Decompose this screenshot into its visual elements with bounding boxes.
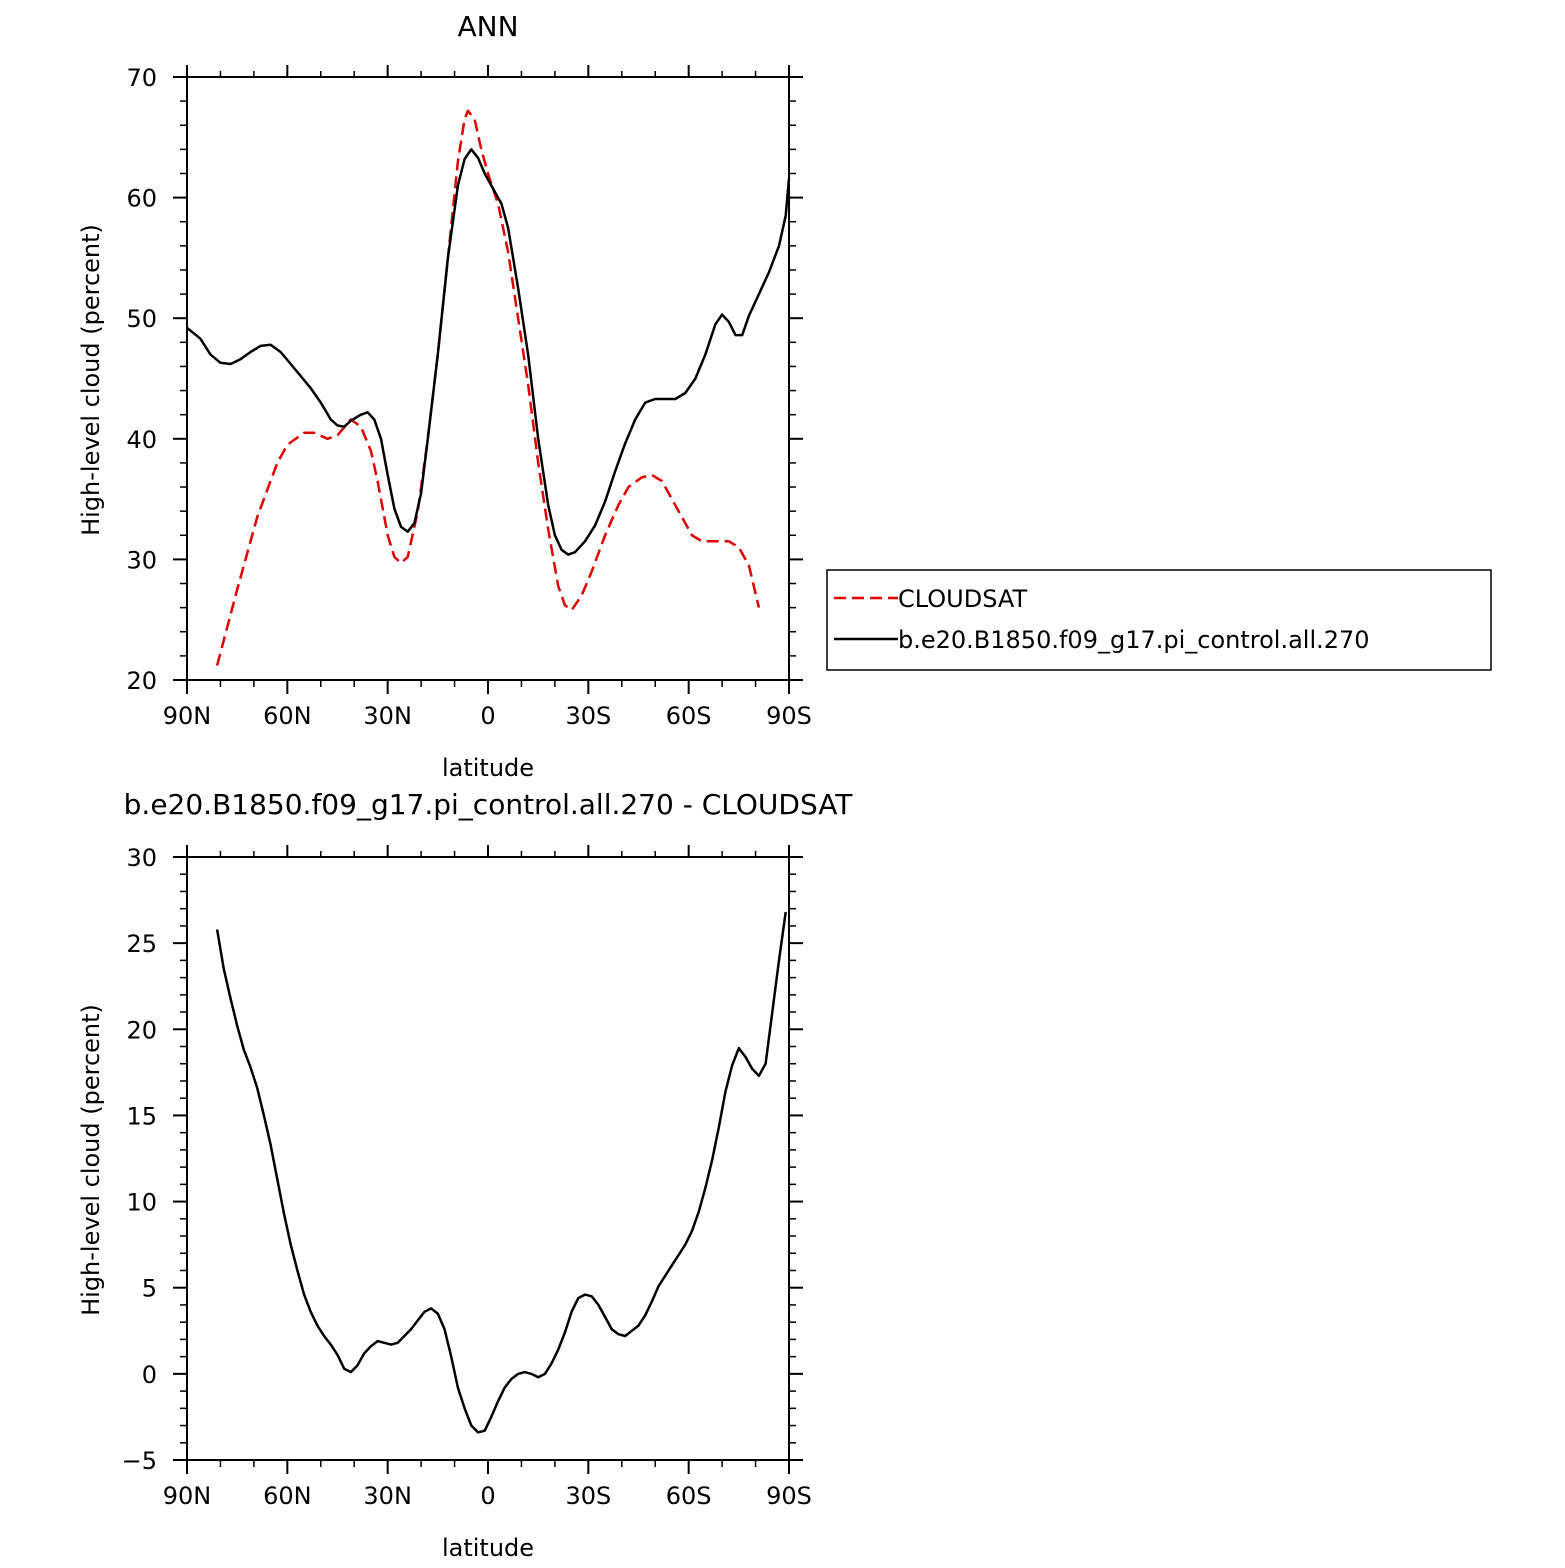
legend: CLOUDSAT b.e20.B1850.f09_g17.pi_control.… (826, 569, 1492, 671)
y-tick-label: 30 (126, 546, 157, 574)
legend-box (826, 569, 1492, 671)
top-panel-x-axis-label: latitude (442, 754, 534, 782)
x-tick-label: 60N (263, 1482, 312, 1510)
x-tick-label: 60N (263, 702, 312, 730)
x-tick-label: 0 (480, 702, 495, 730)
series-line-0 (215, 109, 761, 666)
x-tick-label: 30S (565, 702, 611, 730)
x-tick-label: 90N (163, 702, 212, 730)
top-panel-title: ANN (457, 10, 518, 43)
bottom-panel-frame (186, 856, 790, 1461)
bottom-panel-x-axis-label: latitude (442, 1534, 534, 1562)
x-tick-label: 60S (666, 702, 712, 730)
x-tick-label: 30N (363, 702, 412, 730)
bottom-panel-tick-labels: 90N 60N 30N 0 30S 60S 90S −5 0 5 10 15 20 25 30 (122, 844, 812, 1510)
legend-label-cloudsat: CLOUDSAT (898, 585, 1027, 613)
y-tick-label: 10 (126, 1189, 157, 1217)
series-line-0 (215, 911, 787, 1434)
y-tick-label: 60 (126, 185, 157, 213)
bottom-panel: b.e20.B1850.f09_g17.pi_control.all.270 -… (77, 788, 853, 1562)
x-tick-label: 90S (766, 1482, 812, 1510)
x-tick-label: 30S (565, 1482, 611, 1510)
top-panel: ANN 90N 60N 30N 0 30S 60S 90S 20 30 40 50 60 70 lati… (77, 10, 1492, 782)
y-tick-label: 5 (142, 1275, 157, 1303)
y-tick-label: 30 (126, 844, 157, 872)
top-panel-ticks (173, 65, 803, 694)
bottom-panel-series (215, 911, 787, 1434)
y-tick-label: 70 (126, 64, 157, 92)
top-panel-tick-labels: 90N 60N 30N 0 30S 60S 90S 20 30 40 50 60 70 (126, 64, 811, 730)
x-tick-label: 30N (363, 1482, 412, 1510)
y-tick-label: 15 (126, 1102, 157, 1130)
y-tick-label: −5 (122, 1447, 157, 1475)
top-panel-y-axis-label: High-level cloud (percent) (77, 224, 105, 536)
bottom-panel-y-axis-label: High-level cloud (percent) (77, 1004, 105, 1316)
x-tick-label: 0 (480, 1482, 495, 1510)
series-line-1 (186, 148, 791, 556)
x-tick-label: 60S (666, 1482, 712, 1510)
top-panel-frame (186, 76, 790, 681)
y-tick-label: 40 (126, 426, 157, 454)
x-tick-label: 90S (766, 702, 812, 730)
y-tick-label: 20 (126, 1016, 157, 1044)
y-tick-label: 0 (142, 1361, 157, 1389)
top-panel-series (186, 109, 791, 666)
bottom-panel-title: b.e20.B1850.f09_g17.pi_control.all.270 -… (124, 788, 854, 821)
y-tick-label: 20 (126, 667, 157, 695)
y-tick-label: 25 (126, 930, 157, 958)
legend-label-model: b.e20.B1850.f09_g17.pi_control.all.270 (898, 626, 1370, 654)
y-tick-label: 50 (126, 305, 157, 333)
x-tick-label: 90N (163, 1482, 212, 1510)
bottom-panel-ticks (173, 845, 803, 1474)
